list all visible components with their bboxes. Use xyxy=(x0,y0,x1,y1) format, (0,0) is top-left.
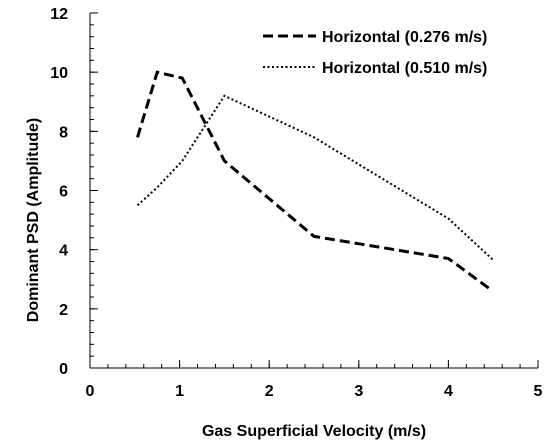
y-axis-label: Dominant PSD (Amplitude) xyxy=(25,118,42,322)
x-tick-label: 5 xyxy=(534,383,543,400)
x-tick-label: 3 xyxy=(354,383,363,400)
chart-series xyxy=(136,70,494,290)
legend-label-1: Horizontal (0.276 m/s) xyxy=(322,29,487,46)
y-tick-label: 10 xyxy=(50,65,68,82)
x-tick-label: 1 xyxy=(175,383,184,400)
x-axis-label: Gas Superficial Velocity (m/s) xyxy=(202,423,426,440)
y-tick-label: 2 xyxy=(59,302,68,319)
chart-legend: Horizontal (0.276 m/s) Horizontal (0.510 … xyxy=(263,29,487,77)
y-tick-label: 4 xyxy=(59,243,68,260)
y-tick-label: 6 xyxy=(59,184,68,201)
y-tick-label: 0 xyxy=(59,361,68,378)
series-line-2 xyxy=(136,94,494,261)
y-tick-label: 12 xyxy=(50,6,68,23)
x-tick-label: 2 xyxy=(265,383,274,400)
x-tick-label: 0 xyxy=(86,383,95,400)
y-tick-label: 8 xyxy=(59,124,68,141)
x-tick-label: 4 xyxy=(444,383,453,400)
series-line-1 xyxy=(136,70,490,290)
legend-label-2: Horizontal (0.510 m/s) xyxy=(322,60,487,77)
